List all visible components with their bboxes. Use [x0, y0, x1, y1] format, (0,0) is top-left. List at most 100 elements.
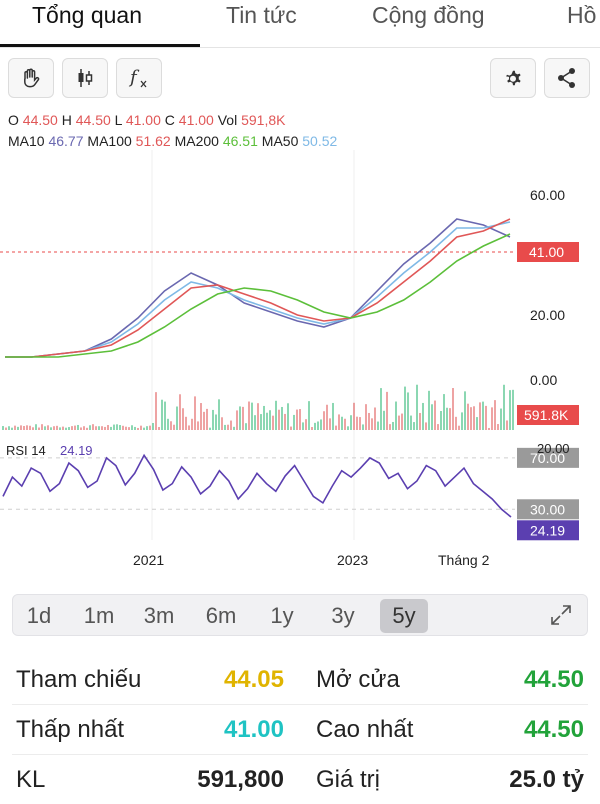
chart-type-button[interactable] [62, 58, 108, 98]
volume-bar [20, 425, 22, 430]
volume-bar [104, 426, 106, 430]
volume-bar [35, 424, 37, 430]
price-chart[interactable]: 60.00 20.00 0.00 41.00 591.8K RSI 14 24.19 20.0… [0, 150, 600, 580]
range-3m[interactable]: 3m [143, 603, 175, 628]
volume-bar [143, 427, 145, 430]
indicator-button[interactable]: f [116, 58, 162, 98]
volume-bar [479, 402, 481, 430]
volume-bar [293, 414, 295, 430]
volume-bar [266, 412, 268, 430]
volume-bar [269, 410, 271, 430]
volume-bar [107, 425, 109, 430]
range-3y[interactable]: 3y [331, 603, 355, 628]
volume-bar [299, 409, 301, 430]
volume-bar [452, 388, 454, 430]
volume-bar [224, 424, 226, 430]
moving-average-lines [5, 218, 511, 358]
volume-bar [59, 427, 61, 430]
volume-bar [380, 388, 382, 430]
volume-bar [134, 426, 136, 430]
volume-bar [95, 426, 97, 430]
rsi-current-badge [517, 520, 579, 541]
volume-bar [290, 426, 292, 430]
price-tick-label: 60.00 [530, 187, 565, 203]
volume-bar [89, 425, 91, 430]
volume-stat-label: KL [16, 766, 46, 793]
value-stat-value: 25.0 tỷ [509, 766, 584, 793]
tab-overview[interactable]: Tổng quan [32, 2, 142, 28]
volume-bar [410, 415, 412, 430]
range-6m[interactable]: 6m [205, 603, 237, 628]
tab-news[interactable]: Tin tức [226, 2, 297, 28]
low-price-label: Thấp nhất [16, 716, 125, 743]
volume-bar [2, 426, 4, 430]
high-value: 44.50 [75, 112, 111, 128]
x-tick-label: 2021 [133, 552, 164, 568]
rsi-tick-label: 20.00 [537, 441, 570, 456]
volume-bar [137, 427, 139, 430]
volume-bar [314, 422, 316, 430]
open-value: 44.50 [22, 112, 58, 128]
volume-bar [437, 424, 439, 430]
ma200-value: 46.51 [222, 133, 258, 149]
volume-bar [68, 427, 70, 430]
volume-bar [86, 427, 88, 430]
share-icon [558, 68, 575, 88]
volume-bar [5, 427, 7, 430]
series-line-ma200 [5, 233, 511, 358]
volume-bar [443, 394, 445, 430]
low-label: L [114, 112, 122, 128]
volume-bar [251, 402, 253, 430]
volume-bar [422, 402, 424, 430]
volume-bar [413, 422, 415, 430]
rsi-tick-label: 30.00 [530, 501, 565, 517]
tab-more[interactable]: Hồ [567, 2, 597, 28]
volume-badge [517, 405, 579, 425]
volume-bar [350, 415, 352, 430]
volume-bar [125, 426, 127, 430]
volume-bar [110, 426, 112, 430]
volume-bar [83, 426, 85, 430]
stats-row: Thấp nhất 41.00 Cao nhất 44.50 [0, 704, 600, 754]
volume-bar [383, 410, 385, 430]
volume-bar [512, 389, 514, 430]
drawing-tool-button[interactable] [8, 58, 54, 98]
volume-bar [353, 402, 355, 430]
volume-bar [188, 425, 190, 430]
volume-bar [272, 415, 274, 430]
range-5y[interactable]: 5y [380, 599, 428, 633]
volume-stat-value: 591,800 [197, 766, 284, 793]
volume-bar [194, 396, 196, 430]
rsi-label: RSI 14 [6, 443, 46, 458]
svg-text:f: f [128, 67, 140, 88]
range-1d[interactable]: 1d [26, 603, 52, 628]
expand-icon[interactable] [549, 603, 573, 627]
volume-bar [119, 425, 121, 430]
ma100-label: MA100 [87, 133, 132, 149]
ma10-label: MA10 [8, 133, 45, 149]
open-label: O [8, 112, 19, 128]
share-button[interactable] [544, 58, 590, 98]
active-tab-indicator [0, 44, 200, 47]
tab-community[interactable]: Cộng đồng [372, 2, 485, 28]
settings-button[interactable] [490, 58, 536, 98]
volume-bar [71, 426, 73, 430]
volume-bar [503, 384, 505, 430]
hand-icon [24, 68, 40, 88]
volume-bar [344, 418, 346, 430]
last-price-badge [517, 242, 579, 262]
volume-bar [401, 413, 403, 430]
ma50-label: MA50 [261, 133, 299, 149]
volume-bar [404, 386, 406, 430]
volume-bar [209, 427, 211, 430]
last-price-label: 41.00 [529, 244, 564, 260]
volume-bar [305, 419, 307, 430]
volume-bar [371, 418, 373, 430]
volume-value: 591,8K [241, 112, 286, 128]
range-1m[interactable]: 1m [83, 603, 115, 628]
volume-bar [275, 400, 277, 430]
chart-grid [0, 150, 515, 540]
volume-bar [389, 424, 391, 430]
volume-bar [398, 415, 400, 430]
range-1y[interactable]: 1y [270, 603, 294, 628]
